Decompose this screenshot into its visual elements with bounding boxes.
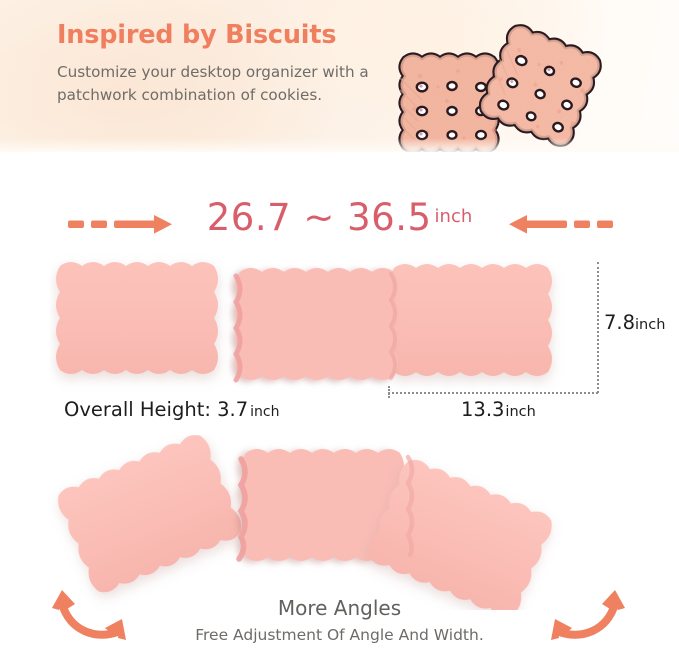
two-biscuits-illustration — [382, 10, 652, 152]
panel-width-label: 13.3inch — [461, 398, 536, 421]
footer-text-block: More Angles Free Adjustment Of Angle And… — [0, 596, 679, 644]
panel-width-value: 13.3 — [461, 398, 505, 421]
height-guide-line — [597, 262, 599, 393]
dashed-arrow-left-icon — [495, 212, 613, 242]
straight-configuration — [50, 250, 610, 400]
page-subtitle: Customize your desktop organizer with a … — [57, 62, 369, 104]
panel-right — [390, 264, 552, 376]
footer-title: More Angles — [277, 596, 402, 620]
seam-right — [388, 272, 397, 380]
dashed-arrow-right-icon — [68, 212, 186, 242]
curved-double-arrow-right-icon — [533, 588, 629, 650]
width-unit: inch — [434, 206, 473, 227]
panel-width-unit: inch — [505, 404, 536, 420]
overall-height-text: Overall Height: — [64, 398, 211, 421]
curved-double-arrow-left-icon — [48, 588, 144, 650]
overall-height-label: Overall Height: 3.7 inch — [64, 398, 279, 421]
depth-unit: inch — [635, 317, 666, 333]
width-guide-line — [388, 392, 598, 394]
width-dimension-row: 26.7 ~ 36.5 inch — [0, 196, 679, 258]
footer-subtitle: Free Adjustment Of Angle And Width. — [195, 626, 484, 644]
header-banner: Inspired by Biscuits Customize your desk… — [0, 0, 679, 152]
curved-panel-left — [58, 435, 242, 593]
header-text-block: Inspired by Biscuits Customize your desk… — [57, 20, 387, 107]
curved-seam-right — [405, 454, 415, 558]
overall-height-value: 3.7 — [217, 398, 249, 421]
depth-value: 7.8 — [604, 311, 636, 334]
width-dimension-label: 26.7 ~ 36.5 inch — [0, 196, 679, 239]
page-title: Inspired by Biscuits — [57, 20, 337, 50]
panel-left — [56, 262, 218, 374]
curved-seam-left — [236, 456, 248, 562]
width-guide-tick — [388, 386, 390, 398]
overall-height-unit: inch — [250, 404, 280, 420]
curved-panel-middle — [242, 449, 404, 561]
curved-configuration — [35, 435, 645, 618]
biscuit-right — [477, 22, 603, 148]
panel-middle — [236, 268, 398, 380]
seam-left — [233, 273, 243, 383]
curved-panel-right — [368, 459, 552, 618]
depth-label: 7.8inch — [604, 311, 665, 334]
width-value: 26.7 ~ 36.5 — [206, 196, 432, 239]
